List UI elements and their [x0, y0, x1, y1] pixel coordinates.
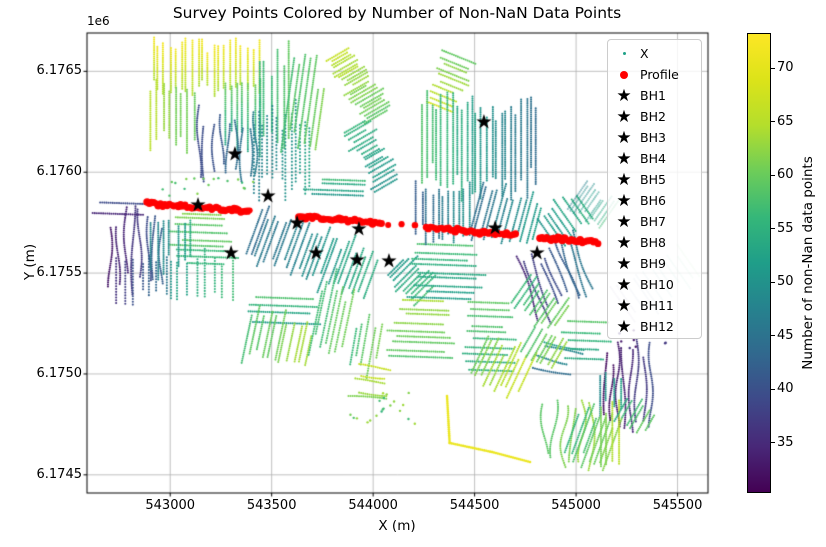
legend-entry: Profile: [608, 64, 701, 85]
legend-entry-label: BH10: [640, 277, 674, 292]
legend-entry-label: Profile: [640, 67, 679, 82]
x-tick-label: 545500: [652, 498, 703, 513]
legend-entry: ★ BH7: [608, 211, 701, 232]
y-tick-label: 6.1745: [36, 466, 83, 482]
legend-entry-label: BH4: [640, 151, 666, 166]
colorbar-tick-label: 45: [777, 327, 794, 343]
x-tick-label: 544000: [348, 498, 398, 513]
colorbar-tick-mark: [771, 228, 775, 230]
legend-entry-label: BH8: [640, 235, 666, 250]
colorbar-tick-label: 40: [777, 381, 794, 397]
colorbar-gradient: [747, 33, 771, 493]
legend-entry: ★ BH3: [608, 127, 701, 148]
colorbar-tick-label: 55: [777, 220, 794, 236]
legend-entry: X: [608, 43, 701, 64]
star-marker-icon: ★: [616, 169, 632, 190]
colorbar-tick-mark: [771, 121, 775, 123]
legend-entry: ★ BH9: [608, 253, 701, 274]
colorbar-tick-label: 65: [777, 113, 794, 129]
colorbar-tick-mark: [771, 281, 775, 283]
colorbar-label: Number of non-Nan data points: [800, 156, 816, 370]
legend-entry-label: BH3: [640, 130, 666, 145]
y-tick-label: 6.1760: [36, 164, 83, 180]
legend-entry-label: BH2: [640, 109, 666, 124]
legend-entry: ★ BH11: [608, 295, 701, 316]
star-marker-icon: ★: [616, 190, 632, 211]
legend-entry-label: X: [640, 46, 649, 61]
x-tick-label: 543000: [145, 498, 196, 513]
colorbar-tick-mark: [771, 388, 775, 390]
chart-title: Survey Points Colored by Number of Non-N…: [172, 4, 622, 22]
x-tick-label: 543500: [246, 498, 297, 513]
legend-entry-label: BH9: [640, 256, 666, 271]
star-marker-icon: ★: [616, 127, 632, 148]
x-tick-label: 544500: [449, 498, 500, 513]
colorbar-tick-mark: [771, 67, 775, 69]
star-marker-icon: ★: [616, 316, 632, 337]
y-tick-label: 6.1750: [36, 365, 83, 381]
circle-marker-icon: [608, 70, 640, 79]
colorbar-tick-mark: [771, 335, 775, 337]
star-marker-icon: ★: [616, 232, 632, 253]
legend-entry: ★ BH2: [608, 106, 701, 127]
legend-entry: ★ BH5: [608, 169, 701, 190]
colorbar-tick-mark: [771, 174, 775, 176]
star-marker-icon: ★: [616, 148, 632, 169]
legend-entry-label: BH1: [640, 88, 666, 103]
legend-entry-label: BH6: [640, 193, 666, 208]
x-tick-label: 545000: [551, 498, 601, 513]
colorbar-tick-label: 60: [777, 167, 794, 183]
star-marker-icon: ★: [616, 253, 632, 274]
legend-entry-label: BH12: [640, 319, 674, 334]
legend-entry-label: BH7: [640, 214, 666, 229]
star-marker-icon: ★: [616, 274, 632, 295]
star-marker-icon: ★: [616, 106, 632, 127]
colorbar-tick-label: 35: [777, 434, 794, 450]
colorbar-tick-label: 70: [777, 60, 794, 76]
legend-entry: ★ BH10: [608, 274, 701, 295]
legend-box: X Profile ★ BH1 ★ BH2 ★ BH3 ★ BH4 ★ BH5 ★ BH6 ★ BH7 ★ BH8…: [607, 39, 702, 339]
star-marker-icon: ★: [616, 85, 632, 106]
star-marker-icon: ★: [616, 295, 632, 316]
x-axis-label: X (m): [378, 518, 416, 534]
colorbar-tick-mark: [771, 442, 775, 444]
legend-entry-label: BH11: [640, 298, 674, 313]
y-tick-label: 6.1765: [36, 63, 83, 79]
legend-entry: ★ BH12: [608, 316, 701, 337]
legend-entry: ★ BH8: [608, 232, 701, 253]
legend-entry: ★ BH4: [608, 148, 701, 169]
star-marker-icon: ★: [616, 211, 632, 232]
y-tick-label: 6.1755: [36, 265, 83, 281]
y-axis-offset-label: 1e6: [87, 14, 110, 28]
point-marker-icon: [608, 52, 640, 55]
legend-entry: ★ BH6: [608, 190, 701, 211]
legend-entry-label: BH5: [640, 172, 666, 187]
legend-entry: ★ BH1: [608, 85, 701, 106]
colorbar-tick-label: 50: [777, 274, 794, 290]
